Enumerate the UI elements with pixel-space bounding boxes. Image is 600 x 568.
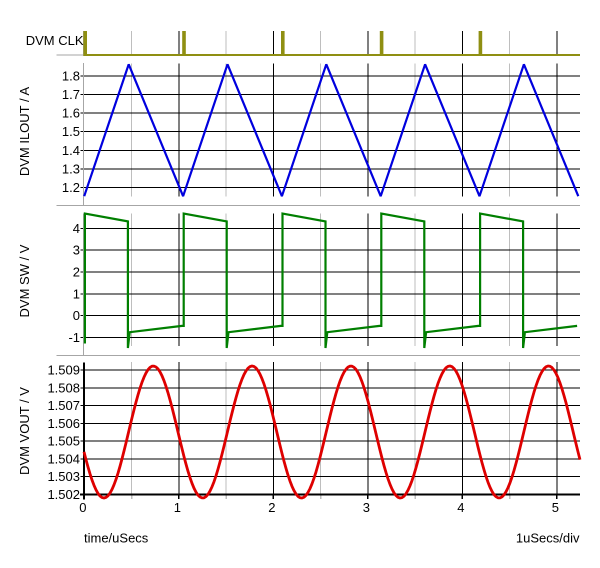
svg-text:1uSecs/div: 1uSecs/div xyxy=(516,531,580,546)
svg-text:DVM VOUT / V: DVM VOUT / V xyxy=(17,387,32,475)
svg-text:3: 3 xyxy=(363,500,370,515)
svg-text:1.8: 1.8 xyxy=(62,69,80,84)
svg-text:1.503: 1.503 xyxy=(47,469,80,484)
svg-text:DVM CLK: DVM CLK xyxy=(26,33,84,48)
svg-text:0: 0 xyxy=(79,500,86,515)
svg-text:2: 2 xyxy=(73,265,80,280)
svg-text:1.4: 1.4 xyxy=(62,143,80,158)
svg-text:1.7: 1.7 xyxy=(62,87,80,102)
svg-text:1.509: 1.509 xyxy=(47,363,80,378)
svg-text:-1: -1 xyxy=(68,330,80,345)
svg-text:1.506: 1.506 xyxy=(47,416,80,431)
svg-text:DVM SW / V: DVM SW / V xyxy=(17,244,32,317)
svg-text:1.2: 1.2 xyxy=(62,180,80,195)
svg-text:1.504: 1.504 xyxy=(47,451,80,466)
svg-text:4: 4 xyxy=(457,500,464,515)
svg-text:0: 0 xyxy=(73,308,80,323)
svg-text:1: 1 xyxy=(174,500,181,515)
svg-text:1.3: 1.3 xyxy=(62,161,80,176)
svg-text:2: 2 xyxy=(268,500,275,515)
svg-text:5: 5 xyxy=(552,500,559,515)
svg-text:1.508: 1.508 xyxy=(47,380,80,395)
svg-text:3: 3 xyxy=(73,243,80,258)
svg-text:4: 4 xyxy=(73,221,80,236)
svg-text:1.6: 1.6 xyxy=(62,106,80,121)
svg-text:time/uSecs: time/uSecs xyxy=(84,531,149,546)
svg-text:1: 1 xyxy=(73,286,80,301)
svg-text:1.502: 1.502 xyxy=(47,487,80,502)
svg-text:1.507: 1.507 xyxy=(47,398,80,413)
svg-text:1.5: 1.5 xyxy=(62,124,80,139)
svg-text:1.505: 1.505 xyxy=(47,434,80,449)
svg-text:DVM ILOUT / A: DVM ILOUT / A xyxy=(17,87,32,177)
